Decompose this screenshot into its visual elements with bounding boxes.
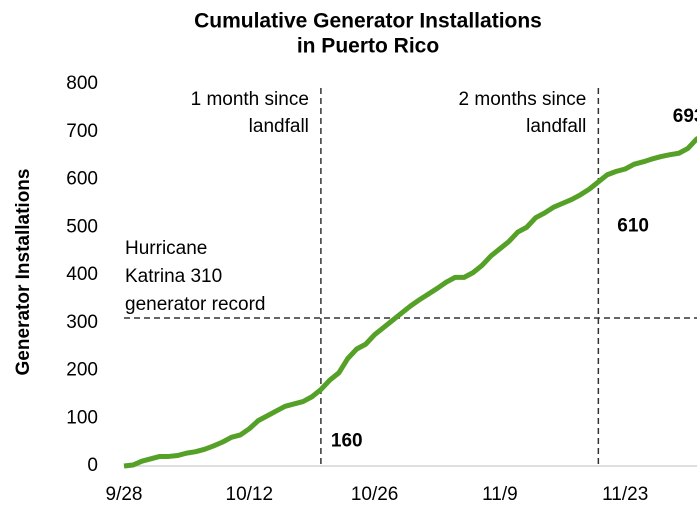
annotation: generator record	[125, 294, 265, 315]
data-label: 610	[617, 216, 649, 237]
x-tick-label: 10/26	[351, 484, 399, 505]
series-line	[123, 136, 697, 469]
annotation: 1 month since	[191, 89, 309, 110]
y-tick-label: 800	[66, 73, 98, 94]
annotation: landfall	[249, 116, 309, 137]
y-tick-label: 700	[66, 121, 98, 142]
x-tick-label: 9/28	[106, 484, 143, 505]
data-label: 693	[673, 106, 697, 127]
x-tick-label: 10/12	[226, 484, 274, 505]
data-label: 160	[331, 431, 363, 452]
chart-title: Cumulative Generator Installations	[194, 10, 542, 33]
y-tick-label: 200	[66, 360, 98, 381]
y-tick-label: 500	[66, 216, 98, 237]
y-tick-label: 400	[66, 264, 98, 285]
annotation: Katrina 310	[125, 266, 222, 287]
annotation: Hurricane	[125, 238, 207, 259]
annotation: landfall	[526, 116, 586, 137]
y-axis-label: Generator Installations	[13, 169, 34, 376]
y-tick-label: 600	[66, 169, 98, 190]
x-tick-label: 11/9	[482, 484, 518, 505]
y-tick-label: 100	[66, 407, 98, 428]
chart-title: in Puerto Rico	[297, 35, 439, 58]
y-tick-label: 0	[87, 455, 98, 476]
annotation: 2 months since	[459, 89, 587, 110]
x-tick-label: 11/23	[602, 484, 648, 505]
y-tick-label: 300	[66, 312, 98, 333]
